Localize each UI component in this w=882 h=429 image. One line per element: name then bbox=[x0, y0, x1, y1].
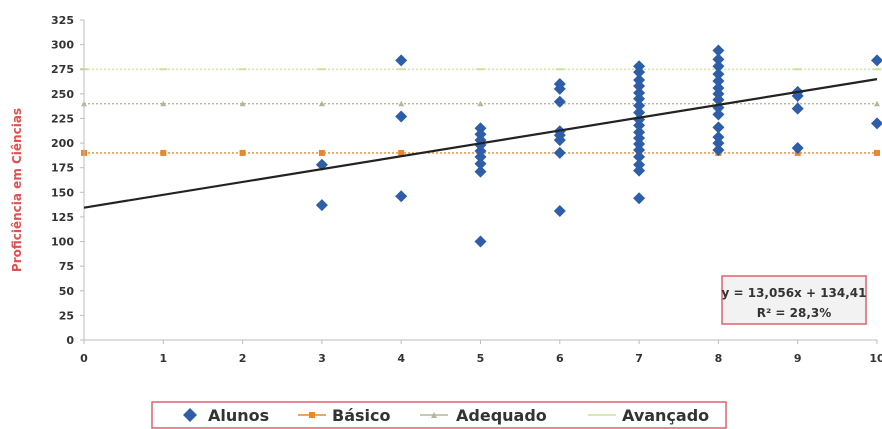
data-point-aluno bbox=[633, 74, 646, 87]
data-point-aluno bbox=[633, 126, 646, 139]
data-point-aluno bbox=[395, 54, 408, 67]
data-point-aluno bbox=[712, 53, 725, 66]
data-point-aluno bbox=[712, 60, 725, 73]
y-axis-label: Proficiência em Ciências bbox=[10, 108, 24, 272]
x-tick-label: 10 bbox=[869, 352, 882, 365]
y-tick-label: 250 bbox=[51, 88, 74, 101]
reference-marker-basico bbox=[874, 149, 880, 156]
data-point-aluno bbox=[633, 106, 646, 119]
equation-box-frame bbox=[721, 275, 867, 325]
x-tick-label: 6 bbox=[556, 352, 564, 365]
data-point-aluno bbox=[633, 192, 646, 205]
data-point-aluno bbox=[791, 102, 804, 115]
data-point-aluno bbox=[553, 205, 566, 218]
y-tick-label: 200 bbox=[51, 137, 74, 150]
reference-marker-adequado bbox=[239, 100, 246, 107]
legend-label-basico: Básico bbox=[332, 406, 390, 425]
reference-marker-adequado bbox=[477, 100, 484, 107]
legend-marker-basico bbox=[309, 412, 315, 418]
legend-marker-adequado bbox=[431, 412, 437, 418]
x-tick-label: 2 bbox=[239, 352, 247, 365]
data-point-aluno bbox=[474, 157, 487, 170]
legend-label-alunos: Alunos bbox=[208, 406, 269, 425]
data-points bbox=[315, 44, 882, 248]
data-point-aluno bbox=[474, 235, 487, 248]
trend-equation-box: y = 13,056x + 134,41 R² = 28,3% bbox=[721, 275, 867, 325]
reference-marker-adequado bbox=[160, 100, 167, 107]
data-point-aluno bbox=[315, 199, 328, 212]
data-point-aluno bbox=[474, 122, 487, 135]
data-point-aluno bbox=[633, 158, 646, 171]
x-tick-label: 1 bbox=[159, 352, 167, 365]
reference-marker-adequado bbox=[318, 100, 325, 107]
data-point-aluno bbox=[712, 108, 725, 121]
y-tick-label: 0 bbox=[66, 334, 74, 347]
trend-r-squared: R² = 28,3% bbox=[757, 306, 832, 320]
y-tick-label: 125 bbox=[51, 211, 74, 224]
x-tick-label: 5 bbox=[477, 352, 485, 365]
trend-equation: y = 13,056x + 134,41 bbox=[722, 286, 867, 300]
data-point-aluno bbox=[712, 75, 725, 88]
y-tick-label: 75 bbox=[59, 260, 74, 273]
data-point-aluno bbox=[871, 54, 882, 67]
reference-marker-adequado bbox=[398, 100, 405, 107]
trendline bbox=[83, 78, 878, 209]
y-tick-label: 25 bbox=[59, 309, 74, 322]
y-tick-label: 325 bbox=[51, 14, 74, 27]
x-tick-label: 3 bbox=[318, 352, 326, 365]
data-point-aluno bbox=[712, 81, 725, 94]
data-point-aluno bbox=[633, 99, 646, 112]
data-point-aluno bbox=[712, 68, 725, 81]
y-tick-label: 225 bbox=[51, 112, 74, 125]
legend: Alunos Básico Adequado Avançado bbox=[151, 401, 727, 429]
data-point-aluno bbox=[791, 142, 804, 154]
legend-label-adequado: Adequado bbox=[456, 406, 547, 425]
reference-marker-basico bbox=[160, 149, 167, 156]
y-tick-label: 100 bbox=[51, 236, 74, 249]
data-point-aluno bbox=[712, 143, 725, 156]
y-tick-label: 275 bbox=[51, 63, 74, 76]
reference-marker-basico bbox=[239, 149, 246, 156]
data-point-aluno bbox=[871, 117, 882, 130]
data-point-aluno bbox=[553, 95, 566, 108]
x-tick-label: 0 bbox=[80, 352, 88, 365]
reference-marker-adequado bbox=[874, 100, 880, 107]
y-tick-label: 150 bbox=[51, 186, 74, 199]
y-tick-label: 50 bbox=[59, 285, 75, 298]
data-point-aluno bbox=[712, 44, 725, 57]
x-tick-label: 4 bbox=[397, 352, 405, 365]
legend-marker-alunos bbox=[183, 408, 197, 422]
data-point-aluno bbox=[633, 60, 646, 73]
data-point-aluno bbox=[553, 146, 566, 159]
data-point-aluno bbox=[712, 131, 725, 144]
data-point-aluno bbox=[395, 110, 408, 123]
x-tick-label: 8 bbox=[715, 352, 723, 365]
legend-label-avancado: Avançado bbox=[622, 406, 709, 425]
x-tick-label: 9 bbox=[794, 352, 802, 365]
data-point-aluno bbox=[633, 86, 646, 99]
reference-marker-basico bbox=[318, 149, 325, 156]
reference-marker-basico bbox=[398, 149, 405, 156]
data-point-aluno bbox=[474, 165, 487, 178]
data-point-aluno bbox=[712, 121, 725, 134]
y-tick-label: 300 bbox=[51, 39, 74, 52]
data-point-aluno bbox=[633, 150, 646, 163]
y-tick-label: 175 bbox=[51, 162, 74, 175]
x-tick-label: 7 bbox=[635, 352, 643, 365]
data-point-aluno bbox=[395, 190, 408, 203]
data-point-aluno bbox=[553, 78, 566, 90]
